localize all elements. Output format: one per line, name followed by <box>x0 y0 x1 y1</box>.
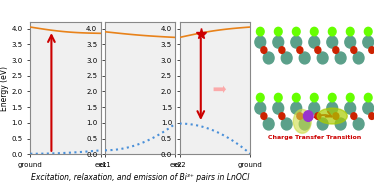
Circle shape <box>315 113 321 119</box>
Circle shape <box>299 118 310 130</box>
Circle shape <box>317 52 328 64</box>
Circle shape <box>310 27 318 36</box>
Circle shape <box>315 47 321 53</box>
Ellipse shape <box>293 110 311 133</box>
Circle shape <box>353 52 364 64</box>
Text: Charge Transfer Transition: Charge Transfer Transition <box>268 134 361 140</box>
Circle shape <box>309 102 320 114</box>
Circle shape <box>261 47 267 53</box>
Circle shape <box>333 113 339 119</box>
Circle shape <box>261 113 267 119</box>
Circle shape <box>363 102 373 114</box>
Circle shape <box>281 52 292 64</box>
Circle shape <box>364 93 372 102</box>
Circle shape <box>345 36 356 48</box>
Circle shape <box>335 52 346 64</box>
Circle shape <box>335 118 346 130</box>
Circle shape <box>328 27 336 36</box>
Circle shape <box>279 113 285 119</box>
Text: Excitation, relaxation, and emission of Bi³⁺ pairs in LnOCl: Excitation, relaxation, and emission of … <box>31 173 249 182</box>
Circle shape <box>346 93 354 102</box>
Circle shape <box>291 36 302 48</box>
Circle shape <box>369 47 375 53</box>
Circle shape <box>274 93 282 102</box>
Circle shape <box>364 27 372 36</box>
Circle shape <box>327 36 338 48</box>
Circle shape <box>351 47 357 53</box>
Circle shape <box>297 113 303 119</box>
Circle shape <box>274 27 282 36</box>
Circle shape <box>346 27 354 36</box>
Ellipse shape <box>317 108 347 124</box>
Circle shape <box>327 102 338 114</box>
Circle shape <box>345 102 356 114</box>
Y-axis label: Energy (eV): Energy (eV) <box>0 66 9 111</box>
Circle shape <box>273 36 284 48</box>
Circle shape <box>351 113 357 119</box>
Circle shape <box>263 52 274 64</box>
Circle shape <box>273 102 284 114</box>
Circle shape <box>256 93 264 102</box>
Circle shape <box>309 36 320 48</box>
Circle shape <box>279 47 285 53</box>
Circle shape <box>291 102 302 114</box>
Circle shape <box>256 27 264 36</box>
Circle shape <box>310 93 318 102</box>
Circle shape <box>281 118 292 130</box>
Circle shape <box>353 118 364 130</box>
Circle shape <box>297 47 303 53</box>
Circle shape <box>333 47 339 53</box>
Circle shape <box>304 111 313 121</box>
Circle shape <box>328 93 336 102</box>
Circle shape <box>255 102 266 114</box>
Circle shape <box>293 93 300 102</box>
Circle shape <box>317 118 328 130</box>
Circle shape <box>263 118 274 130</box>
Circle shape <box>293 27 300 36</box>
Circle shape <box>369 113 375 119</box>
Circle shape <box>363 36 373 48</box>
Circle shape <box>299 52 310 64</box>
Circle shape <box>255 36 266 48</box>
